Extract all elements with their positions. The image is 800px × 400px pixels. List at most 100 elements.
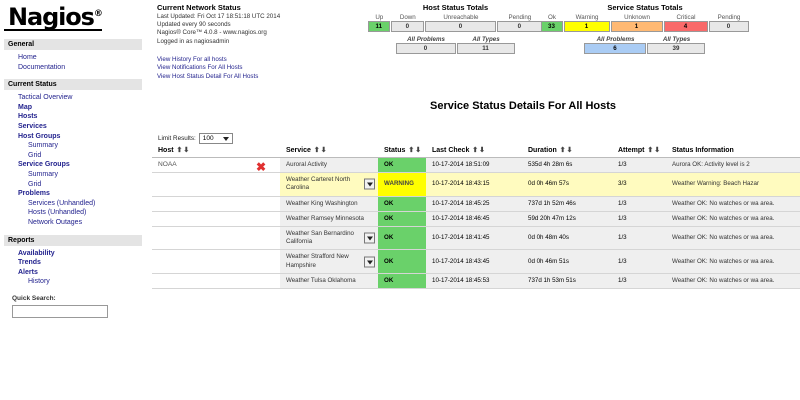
host-count-unreachable[interactable]: 0 — [425, 21, 496, 32]
sidebar-item-services-unhandled[interactable]: Services (Unhandled) — [28, 199, 96, 207]
service-count-warning[interactable]: 1 — [563, 21, 610, 32]
sort-arrows-icon[interactable]: ⬆⬇ — [644, 147, 662, 154]
service-header-unknown: Unknown — [624, 14, 650, 21]
sort-arrows-icon[interactable]: ⬆⬇ — [405, 147, 423, 154]
host-count-pending[interactable]: 0 — [496, 21, 542, 32]
host-subcount-1[interactable]: 11 — [456, 43, 515, 54]
column-header-service[interactable]: Service ⬆⬇ — [280, 146, 378, 158]
sidebar-item-availability[interactable]: Availability — [18, 249, 55, 257]
host-count-down[interactable]: 0 — [390, 21, 425, 32]
view-link-1[interactable]: View Notifications For All Hosts — [157, 64, 243, 72]
sidebar-item-services[interactable]: Services — [18, 122, 47, 130]
service-actions-dropdown-icon[interactable] — [364, 256, 375, 268]
service-name-link[interactable]: Weather Carteret North Carolina — [286, 176, 351, 192]
sidebar-item-host-groups[interactable]: Host Groups — [18, 132, 61, 140]
service-subheader-1: All Types — [662, 36, 691, 43]
service-name-link[interactable]: Weather Strafford New Hampshire — [286, 253, 349, 269]
status-information-cell: Weather OK: No watches or wa area. — [666, 273, 800, 290]
sidebar-item-summary[interactable]: Summary — [28, 170, 58, 178]
host-totals-headers: Up Down Unreachable Pending — [368, 14, 543, 21]
view-link-0[interactable]: View History For all hosts — [157, 55, 227, 63]
service-status-totals: Service Status Totals Ok Warning Unknown Cr… — [540, 3, 750, 54]
host-cell — [152, 172, 280, 197]
column-header-status[interactable]: Status ⬆⬇ — [378, 146, 426, 158]
column-header-duration[interactable]: Duration ⬆⬇ — [522, 146, 612, 158]
attempt-cell: 1/3 — [612, 211, 666, 228]
sidebar-item-hosts-unhandled[interactable]: Hosts (Unhandled) — [28, 209, 87, 217]
sort-arrows-icon[interactable]: ⬆⬇ — [556, 147, 574, 154]
sidebar-item-grid[interactable]: Grid — [28, 180, 42, 188]
sidebar-item-history[interactable]: History — [28, 278, 50, 286]
sidebar-item-service-groups[interactable]: Service Groups — [18, 161, 70, 169]
sidebar-item-summary[interactable]: Summary — [28, 142, 58, 150]
service-subcount-0[interactable]: 6 — [584, 43, 646, 54]
host-subcount-0[interactable]: 0 — [395, 43, 456, 54]
service-cell: Weather Tulsa Oklahoma — [280, 273, 378, 290]
service-name-link[interactable]: Weather San Bernardino California — [286, 230, 354, 246]
service-count-pending[interactable]: 0 — [708, 21, 749, 32]
host-count-up[interactable]: 11 — [368, 21, 390, 32]
sidebar-item-alerts[interactable]: Alerts — [18, 268, 38, 276]
table-row: Weather King Washington OK 10-17-2014 18:4… — [152, 196, 800, 212]
host-name-link[interactable]: NOAA — [158, 161, 177, 168]
attempt-cell: 1/3 — [612, 157, 666, 174]
service-name-link[interactable]: Weather King Washington — [286, 199, 358, 207]
sidebar-item-documentation[interactable]: Documentation — [18, 63, 66, 71]
view-links-group: View History For all hosts View Notificat… — [157, 56, 337, 81]
column-header-label: Status Information — [672, 147, 734, 154]
sidebar-item-grid[interactable]: Grid — [28, 151, 42, 159]
attempt-cell: 1/3 — [612, 196, 666, 212]
limit-results-label: Limit Results: — [158, 135, 196, 142]
sort-arrows-icon[interactable]: ⬆⬇ — [310, 147, 328, 154]
column-header-host[interactable]: Host ⬆⬇ — [152, 146, 280, 158]
service-totals-headers: Ok Warning Unknown Critical Pending — [540, 14, 750, 21]
last-check-cell: 10-17-2014 18:45:25 — [426, 196, 522, 212]
service-name-link[interactable]: Weather Ramsey Minnesota — [286, 214, 364, 222]
red-x-icon[interactable]: ✖ — [255, 160, 266, 174]
column-header-label: Attempt — [618, 147, 645, 154]
sidebar-item-problems[interactable]: Problems — [18, 190, 50, 198]
sidebar-item-home[interactable]: Home — [18, 54, 37, 61]
sort-arrows-icon[interactable]: ⬆⬇ — [469, 147, 487, 154]
host-totals-cells: 11 0 0 0 — [368, 21, 543, 32]
limit-results-select[interactable]: 100 — [198, 133, 233, 144]
service-count-ok[interactable]: 33 — [540, 21, 563, 32]
view-link-2[interactable]: View Host Status Detail For All Hosts — [157, 72, 259, 80]
column-header-last-check[interactable]: Last Check ⬆⬇ — [426, 146, 522, 158]
sidebar-item-map[interactable]: Map — [18, 103, 32, 111]
last-check-cell: 10-17-2014 18:46:45 — [426, 211, 522, 228]
nagios-logo[interactable]: Nagios® — [4, 4, 103, 31]
service-actions-dropdown-icon[interactable] — [364, 232, 375, 244]
status-badge: OK — [378, 211, 426, 228]
attempt-cell: 1/3 — [612, 273, 666, 290]
service-name-link[interactable]: Weather Tulsa Oklahoma — [286, 276, 356, 284]
sidebar-section-header: General — [4, 39, 142, 50]
sort-arrows-icon[interactable]: ⬆⬇ — [173, 147, 191, 154]
service-count-critical[interactable]: 4 — [663, 21, 708, 32]
service-subtotals-headers: All Problems All Types — [540, 36, 750, 43]
column-header-attempt[interactable]: Attempt ⬆⬇ — [612, 146, 666, 158]
sidebar-sections: General Home Documentation Current Status Ta… — [4, 39, 148, 287]
status-information-cell: Weather OK: No watches or wa area. — [666, 211, 800, 228]
sidebar-item-tactical-overview[interactable]: Tactical Overview — [18, 94, 73, 102]
host-subtotals-cells: 0 11 — [368, 43, 543, 54]
service-count-unknown[interactable]: 1 — [610, 21, 663, 32]
service-name-link[interactable]: Auroral Activity — [286, 161, 327, 168]
sidebar-item-hosts[interactable]: Hosts — [18, 113, 38, 121]
service-actions-dropdown-icon[interactable] — [364, 178, 375, 190]
host-subtotals-headers: All Problems All Types — [368, 36, 543, 43]
host-cell: NOAA ✖ — [152, 157, 280, 174]
service-header-ok: Ok — [548, 14, 556, 21]
sidebar-item-trends[interactable]: Trends — [18, 259, 41, 267]
sidebar: Nagios® General Home Documentation Current … — [0, 0, 148, 400]
status-information-cell: Weather OK: No watches or wa area. — [666, 249, 800, 274]
status-badge: OK — [378, 196, 426, 212]
quick-search-input[interactable] — [12, 304, 108, 318]
service-subcount-1[interactable]: 39 — [647, 43, 705, 54]
service-cell: Weather San Bernardino California — [280, 226, 378, 251]
column-header-label: Status — [384, 147, 406, 154]
attempt-cell: 1/3 — [612, 249, 666, 274]
sidebar-item-network-outages[interactable]: Network Outages — [28, 218, 83, 226]
sidebar-section-header: Current Status — [4, 79, 142, 91]
limit-results-value: 100 — [202, 135, 214, 142]
